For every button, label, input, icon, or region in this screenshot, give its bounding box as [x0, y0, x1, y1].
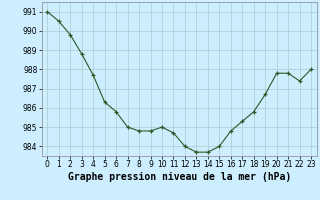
X-axis label: Graphe pression niveau de la mer (hPa): Graphe pression niveau de la mer (hPa) — [68, 172, 291, 182]
